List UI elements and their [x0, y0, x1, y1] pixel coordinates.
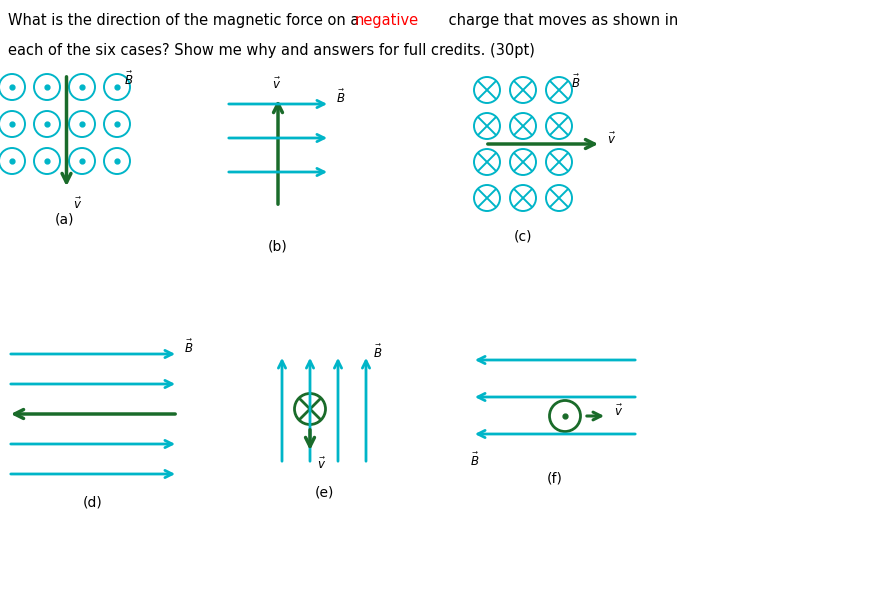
Text: (b): (b): [268, 239, 288, 253]
Text: (e): (e): [314, 485, 334, 499]
Text: negative: negative: [355, 13, 419, 28]
Text: (c): (c): [513, 229, 532, 243]
Text: $\vec{B}$: $\vec{B}$: [184, 339, 194, 356]
Text: $\vec{B}$: $\vec{B}$: [336, 89, 346, 105]
Text: (d): (d): [83, 495, 103, 509]
Text: $\vec{v}$: $\vec{v}$: [317, 457, 326, 472]
Text: charge that moves as shown in: charge that moves as shown in: [444, 13, 679, 28]
Text: $\vec{B}$: $\vec{B}$: [373, 344, 382, 361]
Text: each of the six cases? Show me why and answers for full credits. (30pt): each of the six cases? Show me why and a…: [8, 43, 535, 58]
Text: (a): (a): [54, 212, 74, 226]
Text: (f): (f): [547, 471, 563, 485]
Text: $\vec{v}$: $\vec{v}$: [72, 197, 81, 212]
Text: $\vec{B}$: $\vec{B}$: [470, 452, 480, 469]
Text: $\vec{v}$: $\vec{v}$: [607, 132, 616, 146]
Text: $\vec{v}$: $\vec{v}$: [614, 403, 623, 419]
Text: $\vec{B}$: $\vec{B}$: [571, 74, 580, 91]
Text: What is the direction of the magnetic force on a: What is the direction of the magnetic fo…: [8, 13, 364, 28]
Text: $\vec{v}$: $\vec{v}$: [272, 76, 281, 92]
Text: $\vec{B}$: $\vec{B}$: [124, 71, 133, 88]
